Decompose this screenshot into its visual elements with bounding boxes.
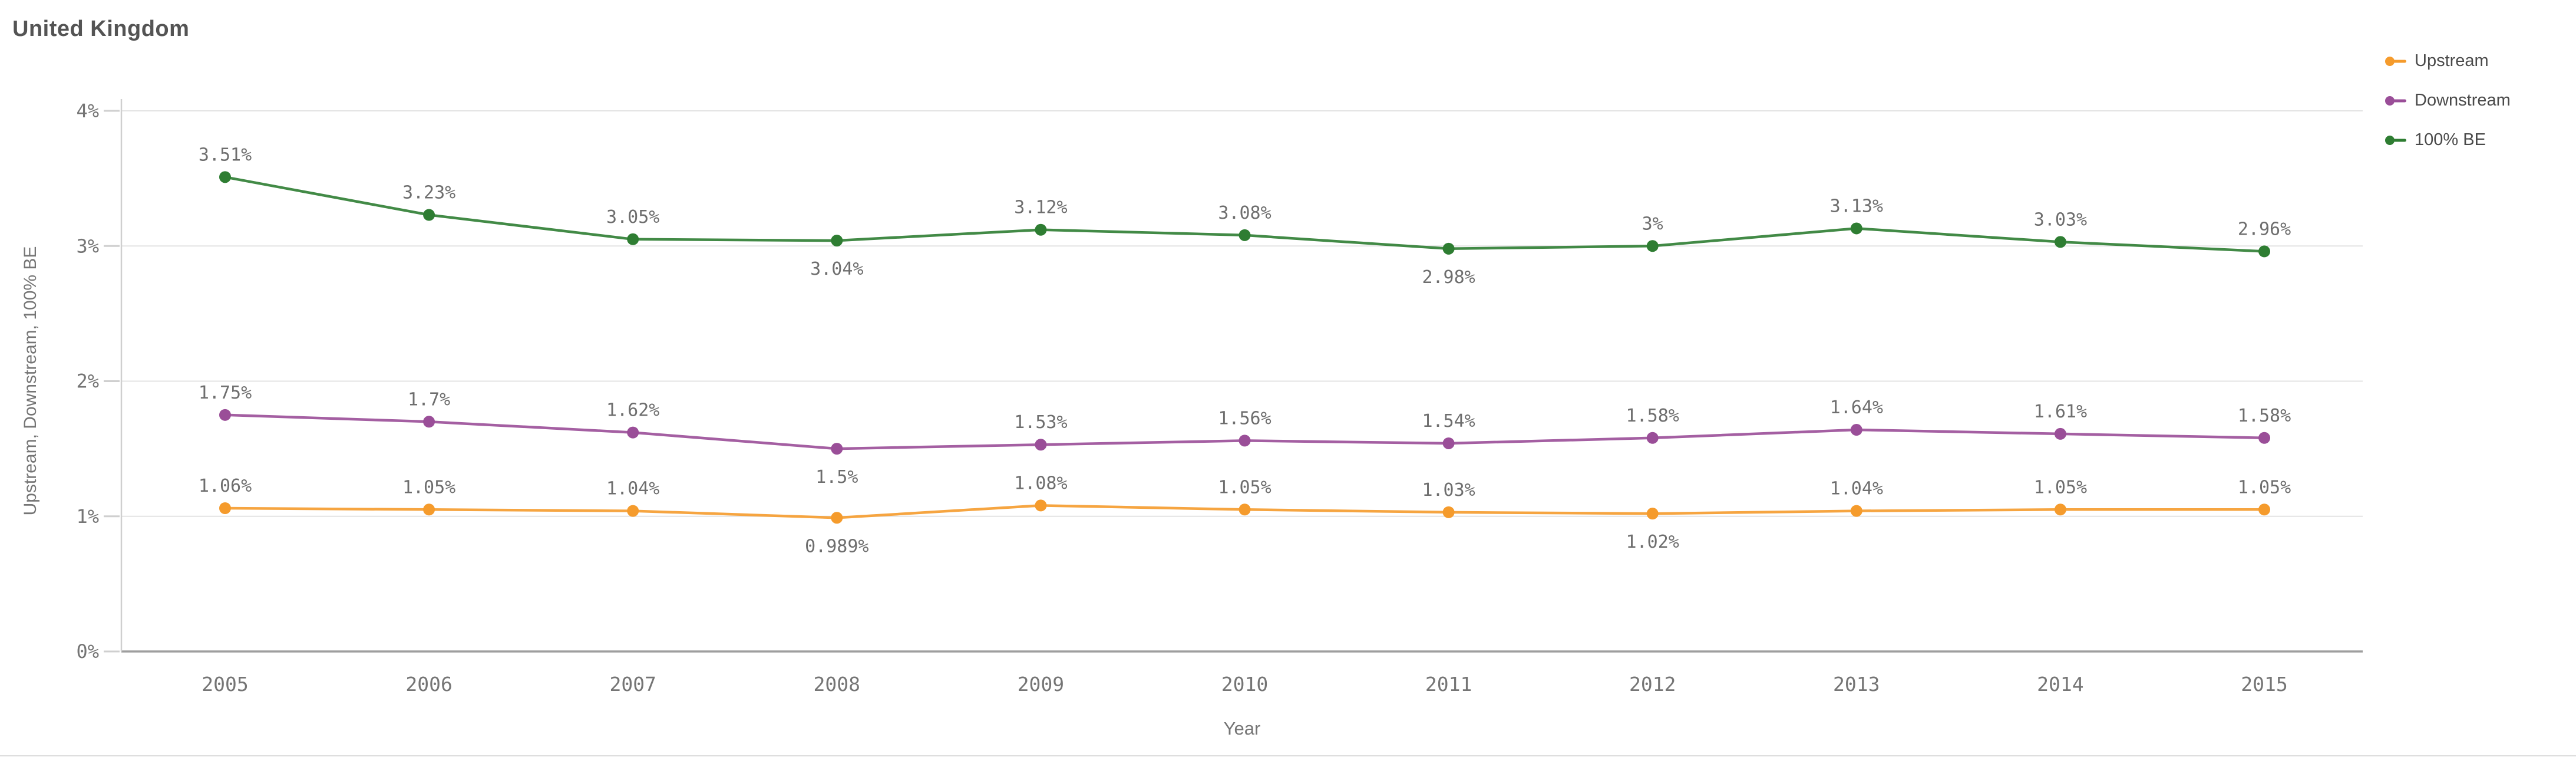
data-point[interactable] bbox=[2054, 427, 2066, 440]
data-label: 3.23% bbox=[402, 183, 455, 203]
data-label: 3.04% bbox=[810, 259, 863, 279]
data-label: 1.04% bbox=[606, 479, 659, 499]
data-point[interactable] bbox=[2054, 503, 2066, 516]
legend-item-downstream[interactable]: Downstream bbox=[2384, 81, 2511, 120]
line-point-marker-icon bbox=[2384, 134, 2407, 146]
x-tick-label: 2008 bbox=[814, 673, 860, 696]
data-label: 1.05% bbox=[2034, 477, 2087, 498]
data-label: 1.7% bbox=[408, 389, 450, 410]
data-point[interactable] bbox=[627, 505, 639, 517]
data-label: 1.02% bbox=[1626, 532, 1679, 552]
data-label: 1.05% bbox=[2238, 477, 2291, 498]
data-point[interactable] bbox=[1850, 505, 1862, 517]
x-tick-label: 2011 bbox=[1425, 673, 1472, 696]
data-label: 3.03% bbox=[2034, 209, 2087, 230]
x-tick-label: 2005 bbox=[202, 673, 248, 696]
y-tick-label: 2% bbox=[76, 370, 99, 393]
data-label: 3% bbox=[1642, 213, 1663, 234]
data-point[interactable] bbox=[2258, 503, 2270, 516]
data-label: 1.56% bbox=[1218, 408, 1271, 429]
data-label: 1.08% bbox=[1014, 473, 1067, 493]
legend-label: Upstream bbox=[2415, 51, 2489, 70]
data-point[interactable] bbox=[1850, 424, 1862, 436]
data-label: 1.75% bbox=[199, 383, 252, 403]
data-point[interactable] bbox=[219, 171, 231, 183]
y-tick-label: 3% bbox=[76, 235, 99, 257]
x-tick-label: 2012 bbox=[1629, 673, 1676, 696]
data-label: 3.12% bbox=[1014, 198, 1067, 218]
data-point[interactable] bbox=[831, 443, 843, 455]
data-point[interactable] bbox=[423, 416, 435, 428]
data-label: 2.98% bbox=[1422, 267, 1475, 288]
data-label: 1.62% bbox=[606, 400, 659, 421]
data-label: 1.06% bbox=[199, 476, 252, 496]
data-label: 3.13% bbox=[1830, 196, 1883, 216]
data-point[interactable] bbox=[1850, 222, 1862, 235]
data-label: 1.05% bbox=[402, 477, 455, 498]
data-point[interactable] bbox=[831, 235, 843, 247]
data-point[interactable] bbox=[423, 503, 435, 516]
data-label: 1.05% bbox=[1218, 477, 1271, 498]
data-label: 3.08% bbox=[1218, 203, 1271, 223]
line-point-marker-icon bbox=[2384, 55, 2407, 67]
legend-label: Downstream bbox=[2415, 91, 2511, 110]
data-point[interactable] bbox=[1442, 506, 1455, 518]
x-axis-title: Year bbox=[1223, 718, 1261, 739]
data-point[interactable] bbox=[627, 233, 639, 245]
data-label: 1.04% bbox=[1830, 479, 1883, 499]
data-point[interactable] bbox=[831, 512, 843, 524]
chart-title: United Kingdom bbox=[12, 17, 190, 41]
data-label: 3.51% bbox=[199, 144, 252, 165]
data-point[interactable] bbox=[2054, 236, 2066, 248]
x-tick-label: 2006 bbox=[405, 673, 452, 696]
y-tick-label: 1% bbox=[76, 505, 99, 528]
data-point[interactable] bbox=[1035, 223, 1047, 236]
data-point[interactable] bbox=[1239, 435, 1251, 447]
y-tick-label: 0% bbox=[76, 640, 99, 663]
data-point[interactable] bbox=[219, 409, 231, 421]
line-point-marker-icon bbox=[2384, 95, 2407, 107]
data-label: 1.54% bbox=[1422, 411, 1475, 432]
legend: Upstream Downstream 100% BE bbox=[2384, 41, 2511, 160]
data-point[interactable] bbox=[1442, 242, 1455, 255]
data-label: 1.5% bbox=[815, 467, 858, 488]
x-tick-label: 2014 bbox=[2037, 673, 2083, 696]
data-point[interactable] bbox=[423, 209, 435, 221]
data-label: 0.989% bbox=[805, 536, 868, 557]
data-point[interactable] bbox=[1442, 437, 1455, 449]
data-point[interactable] bbox=[1646, 432, 1659, 444]
data-point[interactable] bbox=[1035, 499, 1047, 512]
data-point[interactable] bbox=[2258, 245, 2270, 258]
data-point[interactable] bbox=[1239, 229, 1251, 241]
data-point[interactable] bbox=[1239, 503, 1251, 516]
data-point[interactable] bbox=[219, 502, 231, 514]
data-point[interactable] bbox=[2258, 432, 2270, 444]
data-label: 1.58% bbox=[1626, 406, 1679, 426]
x-tick-label: 2013 bbox=[1833, 673, 1880, 696]
x-tick-label: 2010 bbox=[1221, 673, 1268, 696]
data-label: 3.05% bbox=[606, 207, 659, 228]
data-point[interactable] bbox=[1646, 240, 1659, 252]
data-label: 1.61% bbox=[2034, 401, 2087, 422]
legend-item-upstream[interactable]: Upstream bbox=[2384, 41, 2511, 81]
data-label: 1.03% bbox=[1422, 480, 1475, 501]
data-point[interactable] bbox=[627, 426, 639, 439]
data-label: 1.58% bbox=[2238, 406, 2291, 426]
legend-item-100-be[interactable]: 100% BE bbox=[2384, 120, 2511, 160]
data-label: 1.64% bbox=[1830, 397, 1883, 418]
data-point[interactable] bbox=[1646, 508, 1659, 520]
x-tick-label: 2015 bbox=[2241, 673, 2287, 696]
data-label: 2.96% bbox=[2238, 219, 2291, 239]
data-label: 1.53% bbox=[1014, 412, 1067, 433]
widget-bottom-border bbox=[0, 755, 2576, 756]
x-tick-label: 2007 bbox=[609, 673, 656, 696]
y-tick-label: 4% bbox=[76, 100, 99, 122]
y-axis-title: Upstream, Downstream, 100% BE bbox=[21, 246, 40, 516]
legend-label: 100% BE bbox=[2415, 130, 2486, 149]
x-tick-label: 2009 bbox=[1018, 673, 1064, 696]
data-point[interactable] bbox=[1035, 439, 1047, 451]
